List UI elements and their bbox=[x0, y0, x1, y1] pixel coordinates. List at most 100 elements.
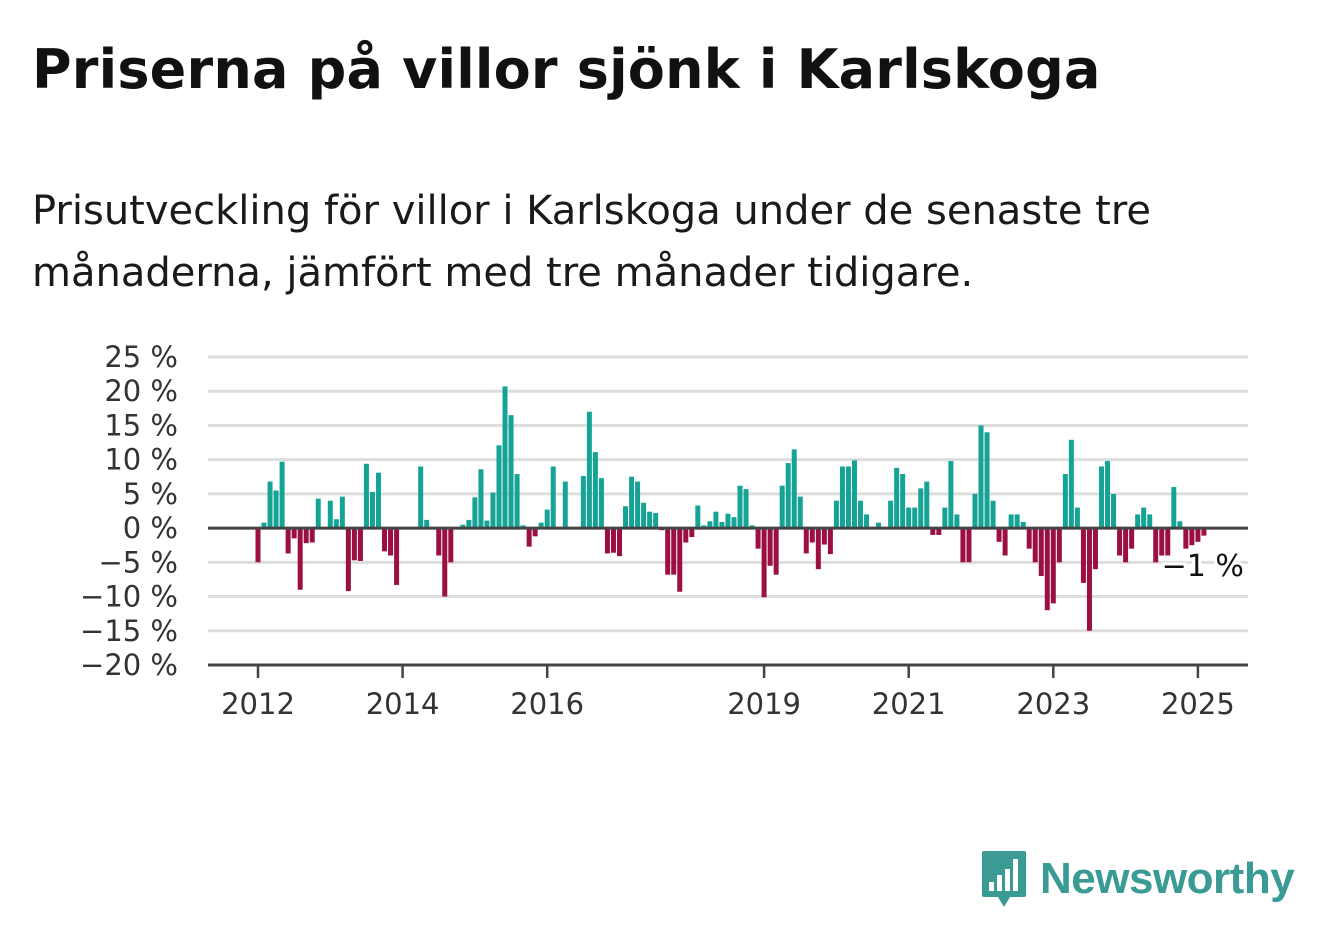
bar bbox=[1099, 466, 1104, 529]
bar bbox=[1080, 528, 1086, 583]
bar bbox=[363, 463, 369, 529]
bar bbox=[484, 520, 490, 529]
bar bbox=[339, 496, 345, 529]
bar bbox=[1014, 514, 1020, 529]
bar bbox=[827, 528, 833, 555]
bar bbox=[617, 528, 622, 557]
bar bbox=[683, 528, 689, 543]
bar bbox=[496, 445, 502, 529]
chart-subtitle: Prisutveckling för villor i Karlskoga un… bbox=[32, 188, 1152, 296]
bar bbox=[996, 528, 1002, 542]
bar bbox=[803, 528, 809, 554]
bar bbox=[273, 490, 279, 529]
bar bbox=[261, 522, 267, 529]
bar bbox=[1171, 487, 1177, 529]
bar bbox=[1141, 507, 1147, 529]
bar bbox=[1159, 528, 1165, 556]
bar bbox=[562, 481, 568, 529]
bar bbox=[1195, 528, 1201, 542]
bar bbox=[303, 528, 309, 544]
bar bbox=[966, 528, 972, 563]
bar bbox=[761, 528, 767, 598]
annotations: −1 % bbox=[1159, 546, 1247, 587]
bar bbox=[984, 432, 990, 529]
y-tick-label: −5 % bbox=[98, 545, 178, 579]
bar bbox=[1129, 528, 1135, 549]
bar bbox=[291, 528, 297, 539]
bar bbox=[1165, 528, 1171, 556]
bar bbox=[580, 476, 586, 529]
bar bbox=[665, 528, 671, 575]
bar bbox=[671, 528, 677, 575]
bar bbox=[641, 502, 647, 529]
bar bbox=[1135, 514, 1141, 529]
y-axis-labels: 25 %20 %15 %10 %5 %0 %−5 %−10 %−15 %−20 … bbox=[80, 340, 178, 682]
bar bbox=[629, 476, 635, 529]
bar bbox=[713, 511, 719, 529]
bar bbox=[424, 519, 430, 529]
bar bbox=[418, 466, 424, 529]
bar bbox=[1189, 528, 1195, 546]
bar bbox=[472, 497, 478, 529]
bar bbox=[1050, 528, 1056, 604]
bar bbox=[1056, 528, 1062, 563]
y-tick-label: −20 % bbox=[80, 648, 178, 682]
bar bbox=[707, 521, 713, 529]
bar bbox=[653, 513, 659, 529]
bar bbox=[345, 528, 351, 592]
bar bbox=[948, 461, 954, 529]
bar bbox=[267, 481, 273, 529]
bar bbox=[1117, 528, 1123, 556]
bar bbox=[1111, 493, 1117, 529]
bar bbox=[623, 506, 629, 529]
bar bbox=[876, 522, 882, 529]
bar bbox=[369, 491, 375, 529]
bar bbox=[604, 528, 610, 554]
bar bbox=[436, 528, 442, 556]
axes bbox=[208, 526, 1248, 667]
bar bbox=[538, 522, 544, 529]
bar bbox=[954, 514, 960, 529]
bar bbox=[532, 528, 538, 537]
bar bbox=[544, 509, 550, 529]
bar bbox=[839, 466, 845, 529]
bar bbox=[725, 513, 731, 529]
bar bbox=[773, 528, 779, 575]
bar bbox=[894, 467, 900, 529]
bar bbox=[448, 528, 454, 563]
bar bbox=[1062, 474, 1068, 529]
bar bbox=[978, 425, 984, 529]
x-tick-label: 2021 bbox=[872, 687, 946, 721]
bar bbox=[918, 488, 924, 529]
bar bbox=[466, 519, 472, 529]
bar bbox=[1147, 514, 1153, 529]
bar bbox=[1068, 439, 1074, 529]
bar bbox=[791, 449, 797, 529]
bar bbox=[930, 528, 936, 535]
bar bbox=[327, 500, 333, 529]
chart-title: Priserna på villor sjönk i Karlskoga bbox=[32, 38, 1101, 101]
bar bbox=[508, 415, 514, 529]
bar bbox=[845, 466, 851, 529]
bar bbox=[797, 496, 803, 529]
x-tick-label: 2016 bbox=[510, 687, 584, 721]
bar bbox=[833, 500, 839, 529]
bar bbox=[1020, 521, 1026, 529]
bar bbox=[960, 528, 966, 563]
bar bbox=[677, 528, 683, 592]
brand-name: Newsworthy bbox=[1040, 854, 1295, 903]
bar bbox=[309, 528, 315, 543]
y-tick-label: 20 % bbox=[104, 374, 178, 408]
bar bbox=[526, 528, 532, 547]
bar bbox=[906, 507, 912, 529]
bar bbox=[635, 481, 641, 529]
bar bbox=[689, 528, 695, 538]
bar bbox=[315, 498, 321, 529]
gridlines bbox=[208, 355, 1248, 633]
last-value-label: −1 % bbox=[1162, 549, 1244, 584]
bar bbox=[851, 460, 857, 529]
bar bbox=[1002, 528, 1008, 556]
newsworthy-logo: Newsworthy bbox=[980, 848, 1295, 910]
bar bbox=[767, 528, 773, 566]
bar bbox=[1026, 528, 1032, 549]
